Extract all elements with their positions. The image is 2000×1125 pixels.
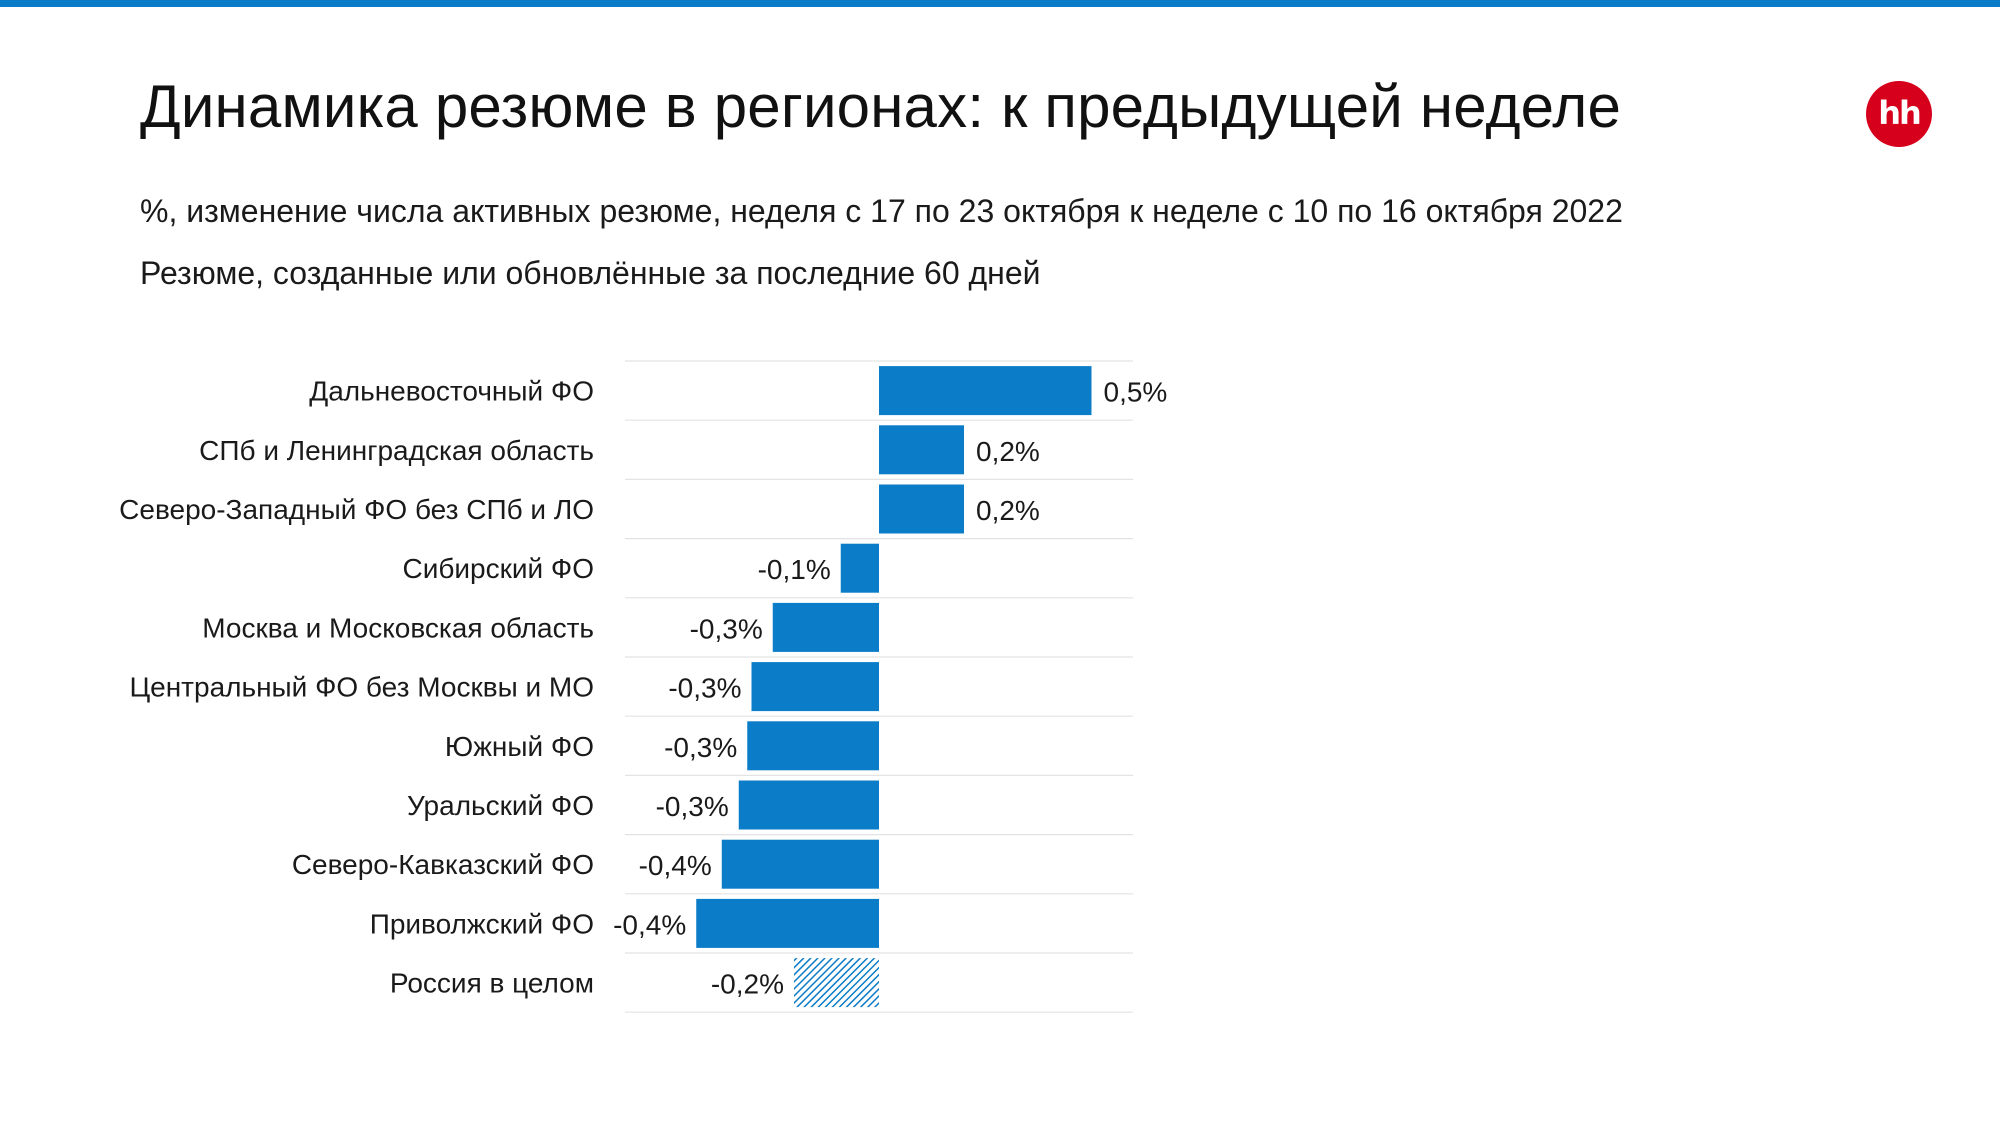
top-accent-bar: [0, 0, 2000, 7]
labels: Дальневосточный ФО 0,5% СПб и Ленинградска…: [119, 376, 1167, 1000]
bar: [738, 780, 879, 830]
category-label: СПб и Ленинградская область: [199, 435, 594, 466]
value-label: -0,2%: [711, 969, 784, 1000]
bar: [751, 662, 879, 712]
value-label: -0,3%: [656, 791, 729, 822]
category-label: Уральский ФО: [407, 790, 594, 821]
bar: [840, 543, 879, 593]
value-label: -0,4%: [613, 909, 686, 940]
hh-logo-text: hh: [1878, 93, 1922, 132]
value-label: -0,4%: [639, 850, 712, 881]
category-label: Москва и Московская область: [202, 612, 594, 643]
value-label: -0,1%: [758, 554, 831, 585]
bar: [696, 898, 879, 948]
value-label: 0,2%: [976, 436, 1040, 467]
chart-subtitle: %, изменение числа активных резюме, неде…: [140, 193, 1623, 229]
value-label: 0,2%: [976, 495, 1040, 526]
bar: [772, 602, 879, 652]
category-label: Северо-Западный ФО без СПб и ЛО: [119, 494, 594, 525]
category-label: Сибирский ФО: [403, 553, 595, 584]
bar: [879, 425, 964, 475]
category-label: Дальневосточный ФО: [309, 376, 594, 407]
value-label: 0,5%: [1104, 377, 1168, 408]
value-label: -0,3%: [668, 673, 741, 704]
category-label: Россия в целом: [390, 968, 594, 999]
bar: [747, 721, 879, 771]
grid-lines: [625, 360, 1133, 1013]
category-label: Северо-Кавказский ФО: [292, 849, 594, 880]
bar: [721, 839, 879, 889]
bar: [879, 366, 1092, 416]
page-title: Динамика резюме в регионах: к предыдущей…: [140, 73, 1622, 140]
bar-total: [794, 958, 879, 1008]
value-label: -0,3%: [690, 613, 763, 644]
category-label: Приволжский ФО: [370, 908, 594, 939]
category-label: Южный ФО: [445, 731, 594, 762]
value-label: -0,3%: [664, 732, 737, 763]
hh-logo: hh: [1866, 81, 1932, 147]
bars: [696, 366, 1092, 1008]
chart-note: Резюме, созданные или обновлённые за пос…: [140, 255, 1041, 291]
bar: [879, 484, 964, 534]
category-label: Центральный ФО без Москвы и МО: [129, 672, 594, 703]
